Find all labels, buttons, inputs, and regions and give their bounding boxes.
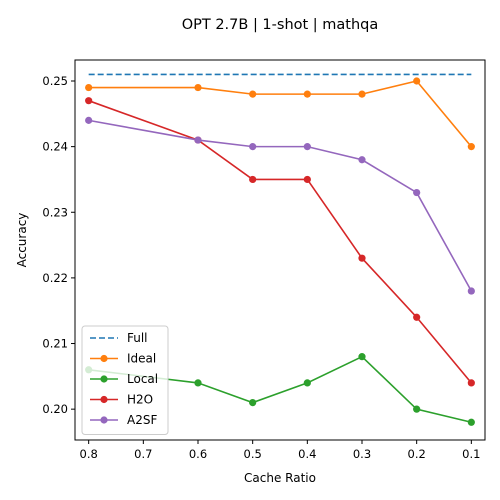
x-tick-label: 0.8 bbox=[80, 447, 98, 461]
legend-label: Full bbox=[127, 331, 148, 345]
data-point bbox=[358, 254, 366, 262]
data-point bbox=[303, 143, 311, 151]
y-tick-label: 0.22 bbox=[42, 271, 68, 285]
legend-marker bbox=[100, 354, 108, 363]
y-tick-label: 0.24 bbox=[42, 140, 68, 154]
data-point bbox=[249, 143, 257, 151]
series-ideal bbox=[85, 77, 475, 151]
x-tick-label: 0.6 bbox=[189, 447, 207, 461]
plot-frame bbox=[74, 59, 486, 441]
data-point bbox=[358, 90, 366, 98]
chart-title: OPT 2.7B | 1-shot | mathqa bbox=[182, 17, 379, 33]
data-point bbox=[85, 116, 93, 124]
legend-marker bbox=[100, 375, 108, 383]
y-tick-label: 0.20 bbox=[42, 402, 68, 416]
data-point bbox=[303, 175, 311, 184]
x-tick-label: 0.1 bbox=[462, 447, 480, 461]
x-axis: 0.8 0.7 0.6 0.5 0.4 0.3 0.2 0.1 bbox=[80, 440, 480, 461]
legend: Full Ideal Local H2O A2SF bbox=[81, 325, 169, 435]
y-axis: 0.20 0.21 0.22 0.23 0.24 0.25 bbox=[42, 74, 75, 416]
x-axis-label: Cache Ratio bbox=[244, 471, 316, 485]
data-point bbox=[249, 90, 257, 98]
legend-item-ideal: Ideal bbox=[90, 352, 156, 366]
legend-item-full: Full bbox=[90, 331, 148, 345]
legend-item-a2sf: A2SF bbox=[90, 413, 157, 427]
data-point bbox=[85, 83, 93, 92]
data-point bbox=[194, 83, 202, 92]
y-tick-label: 0.25 bbox=[42, 74, 68, 88]
legend-label: H2O bbox=[127, 393, 153, 407]
plot-area bbox=[74, 59, 486, 441]
x-tick-label: 0.3 bbox=[353, 447, 371, 461]
data-point bbox=[413, 405, 421, 413]
legend-marker bbox=[100, 395, 108, 404]
data-point bbox=[413, 313, 421, 321]
series-line bbox=[88, 80, 472, 148]
data-point bbox=[249, 398, 257, 407]
legend-item-local: Local bbox=[90, 372, 158, 386]
y-tick-label: 0.21 bbox=[42, 337, 68, 351]
data-point bbox=[467, 287, 475, 295]
data-point bbox=[194, 379, 202, 387]
series-line bbox=[88, 119, 473, 292]
series-a2sf bbox=[85, 116, 475, 295]
legend-box bbox=[81, 325, 169, 435]
data-point bbox=[467, 143, 475, 151]
legend-marker bbox=[100, 416, 108, 424]
legend-label: Local bbox=[127, 372, 158, 386]
series-layer bbox=[85, 73, 475, 426]
data-point bbox=[467, 379, 475, 387]
legend-label: A2SF bbox=[127, 413, 157, 427]
data-point bbox=[358, 156, 366, 164]
data-point bbox=[194, 136, 202, 144]
data-point bbox=[85, 97, 93, 105]
x-tick-label: 0.4 bbox=[298, 447, 316, 461]
data-point bbox=[303, 90, 311, 98]
data-point bbox=[413, 188, 421, 197]
x-tick-label: 0.7 bbox=[134, 447, 152, 461]
y-axis-label: Accuracy bbox=[15, 213, 29, 268]
y-tick-label: 0.23 bbox=[42, 205, 68, 219]
data-point bbox=[413, 77, 421, 85]
data-point bbox=[467, 418, 475, 426]
x-tick-label: 0.5 bbox=[244, 447, 262, 461]
data-point bbox=[249, 175, 257, 184]
data-point bbox=[303, 379, 311, 387]
data-point bbox=[358, 353, 366, 361]
legend-label: Ideal bbox=[127, 352, 156, 366]
x-tick-label: 0.2 bbox=[408, 447, 426, 461]
legend-item-h2o: H2O bbox=[90, 393, 153, 407]
